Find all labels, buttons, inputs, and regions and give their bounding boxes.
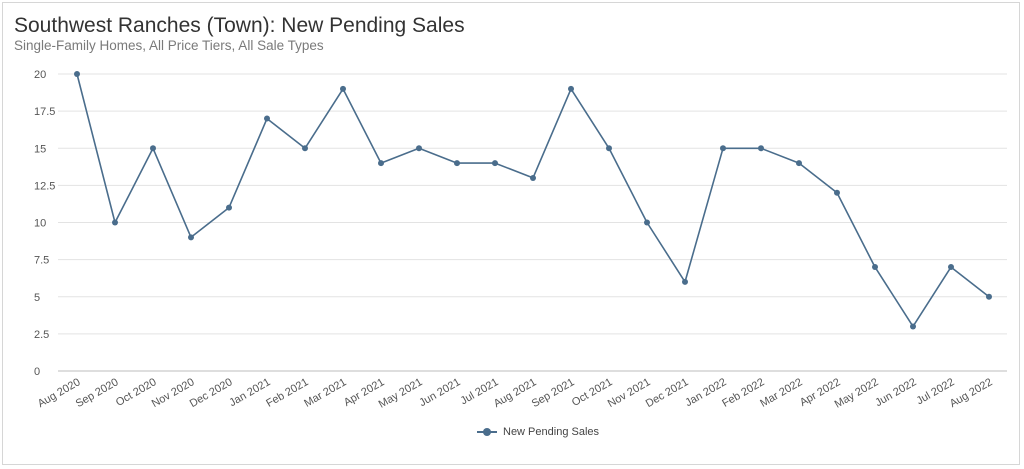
x-tick-label: May 2021: [377, 376, 425, 411]
data-point: [302, 145, 308, 152]
data-point: [644, 219, 650, 226]
data-point: [872, 264, 878, 271]
x-tick-label: Dec 2020: [188, 376, 235, 410]
data-point: [568, 85, 574, 92]
chart-legend[interactable]: New Pending Sales: [477, 426, 599, 438]
data-point: [112, 219, 118, 226]
x-tick-label: Jun 2022: [873, 376, 918, 409]
legend-label: New Pending Sales: [503, 426, 600, 438]
data-point: [834, 189, 840, 196]
x-tick-label: Feb 2022: [720, 376, 766, 410]
data-point: [74, 71, 80, 77]
data-point: [986, 293, 992, 300]
chart-subtitle: Single-Family Homes, All Price Tiers, Al…: [14, 38, 324, 53]
y-tick-label: 5: [34, 292, 40, 304]
data-point: [910, 323, 916, 330]
data-point: [226, 204, 232, 211]
x-tick-label: Nov 2020: [150, 376, 197, 410]
data-point: [378, 160, 384, 167]
data-point: [264, 115, 270, 122]
y-tick-label: 7.5: [34, 255, 49, 267]
x-tick-label: Aug 2020: [36, 376, 83, 410]
y-tick-label: 2.5: [34, 329, 49, 341]
data-point: [796, 160, 802, 167]
data-point: [416, 145, 422, 152]
data-point: [530, 174, 536, 181]
x-tick-label: Jan 2021: [227, 376, 272, 409]
x-tick-label: Mar 2021: [302, 376, 348, 410]
data-point: [454, 160, 460, 167]
x-tick-label: Mar 2022: [758, 376, 804, 410]
y-tick-label: 0: [34, 366, 40, 378]
data-point: [606, 145, 612, 152]
data-point: [150, 145, 156, 152]
data-point: [720, 145, 726, 152]
data-point: [340, 85, 346, 92]
y-tick-label: 12.5: [34, 180, 55, 192]
x-tick-label: Jan 2022: [683, 376, 728, 409]
x-tick-label: Feb 2021: [264, 376, 310, 410]
x-tick-label: May 2022: [833, 376, 881, 411]
y-tick-label: 10: [34, 218, 46, 230]
x-tick-label: Jun 2021: [417, 376, 462, 409]
x-tick-label: Nov 2021: [606, 376, 653, 410]
y-tick-label: 17.5: [34, 106, 55, 118]
legend-marker-icon: [477, 427, 497, 437]
data-point: [948, 264, 954, 271]
data-point: [188, 234, 194, 241]
x-tick-label: Dec 2021: [644, 376, 691, 410]
data-point: [492, 160, 498, 167]
x-tick-label: Aug 2021: [492, 376, 539, 410]
data-point: [682, 278, 688, 285]
chart-title: Southwest Ranches (Town): New Pending Sa…: [14, 14, 465, 37]
series-line: [76, 73, 990, 328]
y-tick-label: 20: [34, 69, 46, 81]
data-point: [758, 145, 764, 152]
x-tick-label: Sep 2020: [74, 376, 121, 410]
x-tick-label: Sep 2021: [530, 376, 577, 410]
y-tick-label: 15: [34, 143, 46, 155]
x-tick-label: Aug 2022: [948, 376, 995, 410]
